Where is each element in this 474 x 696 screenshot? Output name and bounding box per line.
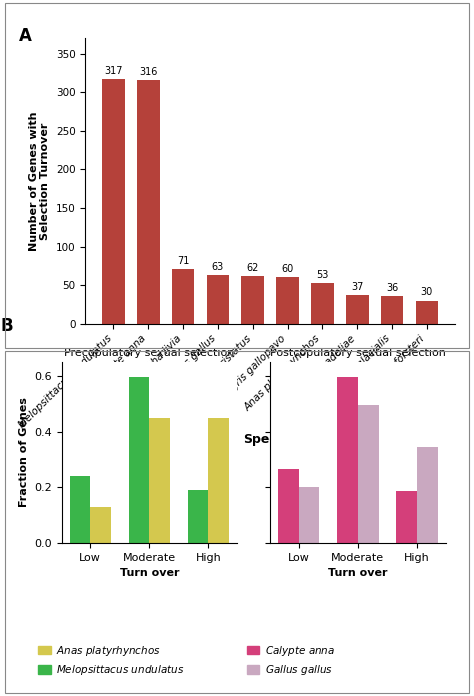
Bar	[346, 295, 369, 324]
Bar	[278, 469, 299, 543]
Bar	[417, 447, 438, 543]
X-axis label: Turn over: Turn over	[328, 568, 388, 578]
Bar	[311, 283, 334, 324]
Bar	[188, 490, 209, 543]
Bar	[149, 418, 170, 543]
Text: 36: 36	[386, 283, 398, 293]
Bar	[358, 405, 379, 543]
Bar	[137, 80, 160, 324]
Legend: $\it{Calypte\ anna}$, $\it{Gallus\ gallus}$: $\it{Calypte\ anna}$, $\it{Gallus\ gallu…	[247, 644, 335, 677]
Title: Precopulatory sexual selection: Precopulatory sexual selection	[64, 349, 235, 358]
Bar	[299, 487, 319, 543]
Bar	[209, 418, 229, 543]
Bar	[241, 276, 264, 324]
Bar	[207, 275, 229, 324]
Bar	[276, 278, 299, 324]
Bar	[381, 296, 403, 324]
Legend: $\it{Anas\ platyrhynchos}$, $\it{Melopsittacus\ undulatus}$: $\it{Anas\ platyrhynchos}$, $\it{Melopsi…	[38, 644, 184, 677]
Bar	[396, 491, 417, 543]
Title: Postcopulatory sexual selection: Postcopulatory sexual selection	[270, 349, 446, 358]
Bar	[102, 79, 125, 324]
Y-axis label: Number of Genes with
Selection Turnover: Number of Genes with Selection Turnover	[29, 111, 50, 251]
Bar	[90, 507, 111, 543]
X-axis label: Turn over: Turn over	[119, 568, 179, 578]
Bar	[172, 269, 194, 324]
Text: 37: 37	[351, 282, 364, 292]
Bar	[337, 377, 358, 543]
Text: 316: 316	[139, 67, 157, 77]
Text: A: A	[19, 27, 32, 45]
Bar	[416, 301, 438, 324]
Text: 53: 53	[316, 269, 328, 280]
X-axis label: Species: Species	[243, 433, 297, 446]
Y-axis label: Fraction of Genes: Fraction of Genes	[18, 397, 28, 507]
Bar	[128, 377, 149, 543]
Text: 60: 60	[282, 264, 294, 274]
Text: B: B	[0, 317, 13, 335]
Text: 71: 71	[177, 256, 189, 266]
Text: 30: 30	[421, 287, 433, 297]
Bar	[70, 476, 90, 543]
Text: 62: 62	[246, 262, 259, 273]
Text: 63: 63	[212, 262, 224, 272]
Text: 317: 317	[104, 66, 123, 76]
